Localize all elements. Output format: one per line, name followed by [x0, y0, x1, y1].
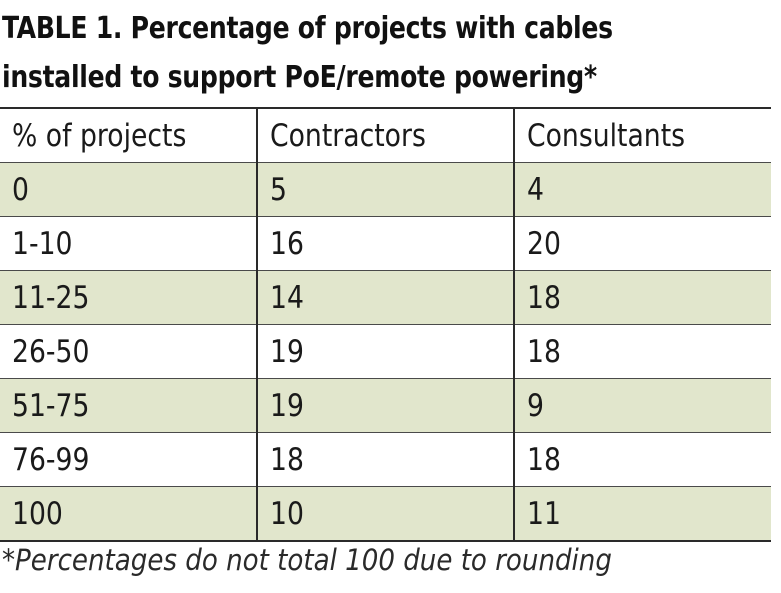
cell-percent-of-projects: 76-99	[0, 432, 257, 487]
table-row: 100 10 11	[0, 486, 771, 542]
column-header-percent-of-projects: % of projects	[0, 107, 257, 163]
table-title-line-2: installed to support PoE/remote powering…	[2, 60, 597, 95]
cell-percent-of-projects: 1-10	[0, 216, 257, 271]
data-table: % of projects Contractors Consultants 0 …	[0, 107, 771, 542]
table-header: % of projects Contractors Consultants	[0, 107, 771, 163]
cell-consultants: 18	[513, 324, 771, 379]
cell-contractors: 19	[256, 324, 514, 379]
cell-percent-of-projects: 26-50	[0, 324, 257, 379]
cell-percent-of-projects: 51-75	[0, 378, 257, 433]
table-row: 0 5 4	[0, 162, 771, 217]
cell-consultants: 4	[513, 162, 771, 217]
footnote: *Percentages do not total 100 due to rou…	[2, 543, 612, 577]
column-header-consultants: Consultants	[513, 107, 771, 163]
table-row: 1-10 16 20	[0, 216, 771, 271]
column-header-contractors: Contractors	[256, 107, 514, 163]
cell-percent-of-projects: 0	[0, 162, 257, 217]
table-title: TABLE 1. Percentage of projects with cab…	[2, 4, 772, 102]
cell-contractors: 10	[256, 486, 514, 542]
cell-consultants: 20	[513, 216, 771, 271]
cell-consultants: 18	[513, 432, 771, 487]
table-title-line-1: TABLE 1. Percentage of projects with cab…	[2, 11, 613, 46]
cell-consultants: 18	[513, 270, 771, 325]
table-row: 26-50 19 18	[0, 324, 771, 379]
cell-contractors: 19	[256, 378, 514, 433]
cell-consultants: 11	[513, 486, 771, 542]
header-row: % of projects Contractors Consultants	[0, 107, 771, 163]
table-body: 0 5 4 1-10 16 20 11-25 14 18 26-50 19 18…	[0, 162, 771, 542]
cell-contractors: 5	[256, 162, 514, 217]
table-row: 11-25 14 18	[0, 270, 771, 325]
table-row: 76-99 18 18	[0, 432, 771, 487]
cell-percent-of-projects: 100	[0, 486, 257, 542]
cell-contractors: 18	[256, 432, 514, 487]
cell-consultants: 9	[513, 378, 771, 433]
cell-contractors: 14	[256, 270, 514, 325]
table-row: 51-75 19 9	[0, 378, 771, 433]
cell-percent-of-projects: 11-25	[0, 270, 257, 325]
cell-contractors: 16	[256, 216, 514, 271]
